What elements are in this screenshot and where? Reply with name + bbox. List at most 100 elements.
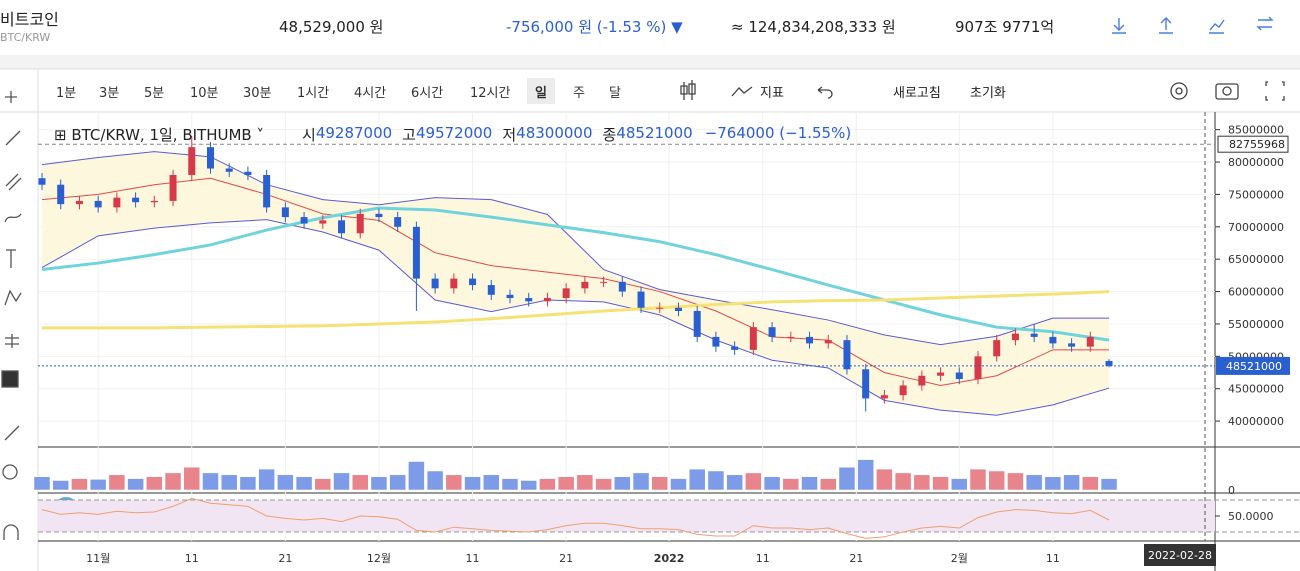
- legend-value: 48521000: [616, 124, 693, 142]
- candle-body: [674, 307, 682, 311]
- interval-button[interactable]: 주: [573, 86, 585, 101]
- interval-button[interactable]: 12시간: [470, 86, 511, 101]
- indicator-button[interactable]: 지표: [760, 86, 784, 101]
- volume-bar: [127, 478, 144, 491]
- band-fill: [42, 151, 1110, 416]
- legend-label: 시: [302, 126, 316, 144]
- interval-button[interactable]: 10분: [190, 86, 219, 101]
- candle-body: [225, 168, 233, 172]
- volume-bar: [1044, 476, 1062, 491]
- legend-label: 저: [502, 126, 517, 144]
- volume-bar: [389, 474, 406, 491]
- candle-body: [693, 310, 701, 337]
- coin-name: 비트코인: [0, 10, 59, 29]
- volume-bar: [202, 472, 219, 491]
- candle-body: [787, 336, 795, 338]
- toolbar-icons[interactable]: [680, 80, 1285, 101]
- interval-button[interactable]: 6시간: [411, 86, 444, 101]
- x-tick-label: 11: [756, 552, 770, 565]
- candle-body: [319, 220, 327, 224]
- separator: [0, 55, 1300, 69]
- candle-body: [1068, 343, 1076, 347]
- candle-body: [356, 213, 364, 234]
- candle-body: [731, 346, 739, 350]
- interval-button[interactable]: 5분: [144, 86, 165, 101]
- volume-bar: [483, 474, 500, 491]
- legend-title: ⊞ BTC/KRW, 1일, BITHUMB ˅: [54, 126, 264, 144]
- candle-body: [38, 178, 46, 185]
- volume-bar: [1082, 476, 1099, 491]
- volume-bar: [1025, 474, 1043, 491]
- candle-body: [394, 217, 402, 227]
- candle-body: [637, 291, 645, 308]
- volume-bar: [651, 476, 669, 491]
- volume-bar: [688, 468, 706, 491]
- header-icons[interactable]: [1112, 16, 1274, 34]
- candle-body: [1086, 336, 1094, 347]
- volume-bar: [988, 470, 1005, 491]
- volume-bar: [370, 476, 388, 491]
- volume-bar: [445, 474, 463, 491]
- volume-bar: [1063, 474, 1080, 491]
- interval-button[interactable]: 30분: [243, 86, 272, 101]
- candle-body: [450, 278, 458, 289]
- refresh-button[interactable]: 새로고침: [893, 86, 941, 101]
- candle-body: [469, 278, 477, 286]
- volume-bar: [838, 466, 856, 491]
- market-cap: 907조 9771억: [955, 18, 1055, 36]
- candle-body: [75, 200, 83, 205]
- legend-label: 고: [402, 126, 416, 144]
- candle-body: [431, 278, 439, 289]
- candle-body: [94, 200, 102, 208]
- candle-body: [618, 281, 626, 292]
- candle-body: [113, 197, 121, 208]
- x-tick-label: 21: [849, 552, 863, 565]
- y-tick-label: 60000000: [1228, 286, 1284, 299]
- candle-body: [132, 197, 140, 203]
- y-tick-label: 80000000: [1228, 156, 1284, 169]
- volume-bar: [239, 476, 257, 491]
- reset-button[interactable]: 초기화: [970, 86, 1006, 101]
- crosshair-date-box: [1144, 544, 1216, 566]
- candle-body: [955, 372, 963, 379]
- volume-bar: [71, 478, 88, 491]
- volume-bar: [595, 478, 612, 491]
- volume-bar: [932, 476, 949, 491]
- volume-bar: [539, 478, 556, 491]
- volume-bar: [52, 480, 69, 491]
- interval-button[interactable]: 1시간: [297, 86, 330, 101]
- candle-body: [57, 184, 65, 205]
- volume-bar: [782, 478, 800, 491]
- volume-bar: [557, 476, 575, 491]
- y-tick-label: 70000000: [1228, 221, 1284, 234]
- candle-body: [506, 294, 514, 299]
- volume-tick-label: 0: [1228, 484, 1235, 497]
- volume-bar: [857, 459, 874, 491]
- candle-body: [768, 327, 776, 337]
- interval-button[interactable]: 일: [535, 86, 547, 101]
- sidebar-icons: [1, 91, 22, 540]
- interval-button[interactable]: 달: [609, 86, 621, 101]
- interval-button[interactable]: 1분: [56, 86, 77, 101]
- legend-title-text: BTC/KRW, 1일, BITHUMB: [71, 126, 252, 144]
- volume-bar: [894, 472, 912, 491]
- candle-body: [656, 307, 664, 309]
- candle-body: [543, 298, 551, 302]
- last-price-box: [1216, 356, 1290, 375]
- volume-bar: [576, 474, 594, 491]
- price: 48,529,000 원: [279, 18, 384, 36]
- legend-label: 종: [602, 126, 617, 144]
- candle-body: [899, 385, 907, 396]
- legend: ⊞ BTC/KRW, 1일, BITHUMB ˅ 시 49287000 고 4957…: [54, 124, 851, 145]
- volume-bar: [314, 478, 332, 491]
- volume-bar: [220, 474, 238, 491]
- interval-button[interactable]: 3분: [99, 86, 120, 101]
- high-marker-label: 82755968: [1229, 138, 1285, 151]
- interval-button[interactable]: 4시간: [354, 86, 387, 101]
- volume-bar: [745, 472, 762, 491]
- volume-bar: [726, 474, 743, 491]
- legend-value: 48300000: [516, 124, 593, 142]
- x-tick-label: 11월: [86, 552, 110, 565]
- candle-body: [806, 336, 814, 344]
